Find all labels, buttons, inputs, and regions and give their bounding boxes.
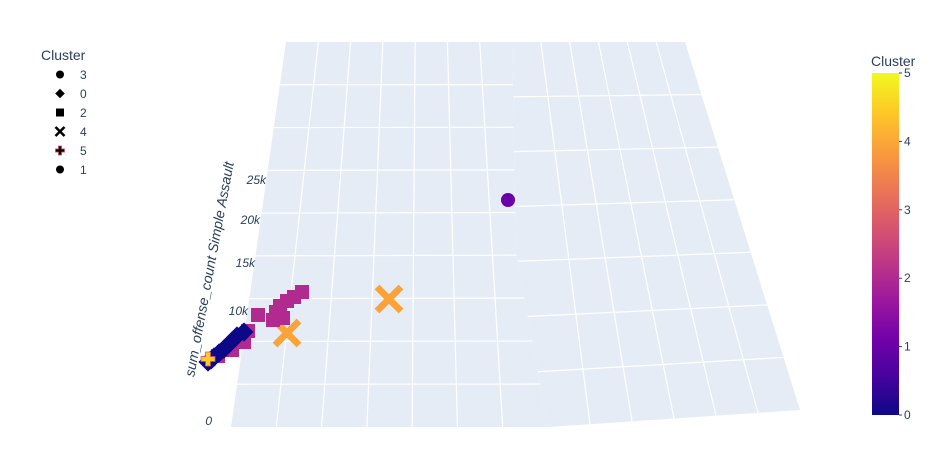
gridline bbox=[255, 254, 517, 257]
legend-marker bbox=[56, 70, 64, 79]
data-point bbox=[200, 351, 216, 367]
z-axis-ticks: 0 10k 15k 20k 25k bbox=[205, 173, 267, 428]
data-points bbox=[198, 193, 515, 372]
back-wall-left bbox=[231, 42, 548, 427]
legend-item[interactable]: 5 bbox=[55, 144, 88, 158]
gridline bbox=[597, 41, 675, 419]
colorbar-tick-label: 0 bbox=[904, 408, 911, 422]
data-point bbox=[374, 284, 404, 314]
legend-item[interactable]: 3 bbox=[56, 68, 87, 82]
legend-label: 2 bbox=[80, 106, 87, 120]
colorbar-tick-label: 1 bbox=[904, 340, 911, 354]
colorbar-ticks: 0 1 2 3 4 5 bbox=[899, 66, 911, 422]
colorbar: Cluster 0 1 2 3 4 5 bbox=[871, 53, 916, 422]
legend-label: 1 bbox=[80, 163, 87, 177]
gridline bbox=[655, 41, 759, 413]
legend-marker bbox=[56, 108, 64, 117]
z-tick-label: 15k bbox=[236, 256, 256, 270]
legend-marker bbox=[55, 145, 65, 156]
gridline bbox=[513, 93, 702, 98]
legend-label: 5 bbox=[80, 144, 87, 158]
legend-label: 0 bbox=[80, 87, 87, 101]
legend-item[interactable]: 2 bbox=[56, 106, 87, 120]
gridline bbox=[446, 41, 459, 428]
z-tick-label: 0 bbox=[205, 414, 212, 428]
gridline bbox=[515, 199, 735, 208]
colorbar-tick-label: 5 bbox=[904, 66, 911, 80]
gridline bbox=[275, 41, 319, 428]
gridline bbox=[569, 41, 633, 422]
legend-item[interactable]: 0 bbox=[55, 87, 87, 101]
legend-entries: 3 0 2 4 5 1 bbox=[54, 68, 88, 177]
legend-item[interactable]: 1 bbox=[56, 163, 87, 177]
gridline bbox=[366, 41, 384, 428]
legend-title: Cluster bbox=[41, 47, 86, 63]
gridline bbox=[479, 41, 504, 428]
legend: Cluster 3 0 2 4 5 1 bbox=[41, 47, 87, 177]
gridline bbox=[411, 41, 416, 428]
scene-walls bbox=[231, 42, 800, 427]
legend-marker bbox=[54, 126, 66, 137]
gridline bbox=[261, 211, 516, 214]
gridline bbox=[540, 41, 591, 425]
data-point bbox=[501, 193, 515, 207]
colorbar-tick-label: 4 bbox=[904, 134, 911, 148]
gridline bbox=[537, 356, 784, 373]
colorbar-tick-label: 3 bbox=[904, 203, 911, 217]
colorbar-title: Cluster bbox=[871, 53, 916, 69]
data-point bbox=[276, 311, 290, 325]
gridline bbox=[320, 41, 352, 428]
data-point bbox=[251, 308, 265, 322]
gridline bbox=[527, 304, 768, 318]
z-tick-label: 10k bbox=[229, 304, 249, 318]
legend-marker bbox=[55, 88, 65, 99]
gridline bbox=[517, 251, 751, 262]
colorbar-gradient bbox=[872, 73, 899, 415]
legend-label: 4 bbox=[80, 125, 87, 139]
back-wall-right bbox=[512, 42, 800, 427]
z-tick-label: 25k bbox=[246, 173, 267, 187]
gridline bbox=[626, 41, 717, 416]
legend-label: 3 bbox=[80, 68, 87, 82]
legend-item[interactable]: 4 bbox=[54, 125, 88, 139]
legend-marker bbox=[56, 165, 64, 174]
colorbar-tick-label: 2 bbox=[904, 271, 911, 285]
z-tick-label: 20k bbox=[240, 213, 261, 227]
gridline bbox=[514, 146, 718, 153]
